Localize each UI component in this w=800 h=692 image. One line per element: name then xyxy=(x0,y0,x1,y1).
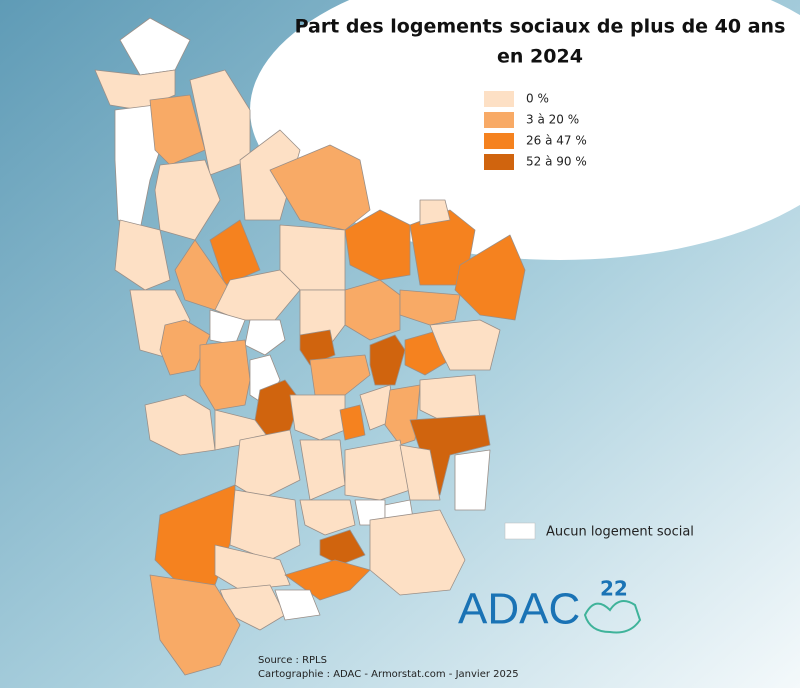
commune xyxy=(309,354,371,396)
commune xyxy=(244,319,286,356)
legend: 0 % 3 à 20 % 26 à 47 % 52 à 90 % xyxy=(484,91,587,170)
commune xyxy=(119,17,191,76)
legend-swatch xyxy=(484,154,514,170)
commune xyxy=(149,94,206,166)
commune xyxy=(344,209,411,281)
commune xyxy=(384,384,421,446)
legend-swatch xyxy=(484,133,514,149)
commune xyxy=(114,219,171,291)
legend-label: 3 à 20 % xyxy=(526,113,579,127)
commune xyxy=(299,499,356,536)
title-line: en 2024 xyxy=(497,46,583,68)
legend-label: 26 à 47 % xyxy=(526,134,587,148)
commune xyxy=(209,219,261,286)
commune xyxy=(289,394,346,441)
commune xyxy=(339,404,366,441)
commune xyxy=(419,374,481,421)
commune xyxy=(429,319,501,371)
commune xyxy=(344,439,411,501)
title-panel xyxy=(250,0,800,260)
commune xyxy=(159,319,211,376)
commune xyxy=(419,199,451,226)
legend-swatch xyxy=(484,112,514,128)
commune xyxy=(399,289,461,326)
commune xyxy=(149,574,241,676)
legend-label: 52 à 90 % xyxy=(526,155,587,169)
logo-name: ADAC xyxy=(458,585,580,634)
legend-swatch xyxy=(484,91,514,107)
commune xyxy=(319,529,366,566)
legend-label: 0 % xyxy=(526,92,549,106)
logo-number: 22 xyxy=(600,577,628,601)
logo-shape xyxy=(583,600,642,634)
legend-label: Aucun logement social xyxy=(546,525,694,540)
commune xyxy=(274,589,321,621)
commune xyxy=(369,334,406,386)
title-line: Part des logements sociaux de plus de 40… xyxy=(295,16,786,38)
commune xyxy=(229,489,301,561)
credits: Cartographie : ADAC - Armorstat.com - Ja… xyxy=(258,669,519,680)
commune xyxy=(269,144,371,231)
commune xyxy=(234,429,301,501)
commune xyxy=(174,239,231,311)
source: Source : RPLS xyxy=(258,655,327,666)
commune xyxy=(399,444,441,501)
regions xyxy=(94,17,526,676)
commune xyxy=(454,234,526,321)
legend-swatch xyxy=(504,522,536,540)
commune xyxy=(454,449,491,511)
commune xyxy=(299,289,346,346)
commune xyxy=(199,339,251,411)
